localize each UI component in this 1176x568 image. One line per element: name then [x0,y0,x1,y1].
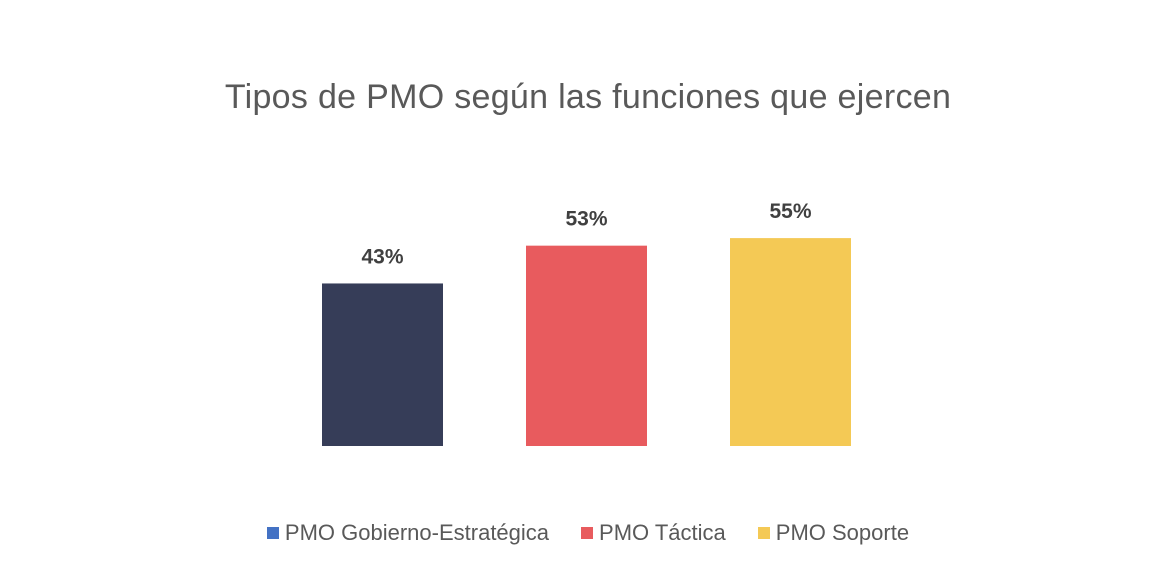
bar-pmo-gobierno-estrat-gica [322,283,443,446]
legend-item-gobierno-estrategica: PMO Gobierno-Estratégica [266,520,550,546]
data-labels-group: 43% 53% 55% [361,200,811,268]
data-label: 43% [361,245,403,268]
legend: PMO Gobierno-Estratégica PMO Táctica PMO… [0,520,1176,546]
legend-swatch [757,527,770,539]
legend-label: PMO Gobierno-Estratégica [284,520,550,545]
legend-item-soporte: PMO Soporte [757,520,910,546]
bar-pmo-soporte [730,238,851,446]
legend-label: PMO Táctica [599,520,726,545]
legend-swatch [266,527,279,539]
legend-label: PMO Soporte [775,520,910,545]
legend-item-tactica: PMO Táctica [581,520,726,546]
bar-pmo-t-ctica [526,245,647,446]
legend-swatch [581,527,594,539]
bars-group [322,238,851,446]
data-label: 55% [769,200,811,223]
chart-title: Tipos de PMO según las funciones que eje… [224,78,952,116]
data-label: 53% [565,208,607,231]
